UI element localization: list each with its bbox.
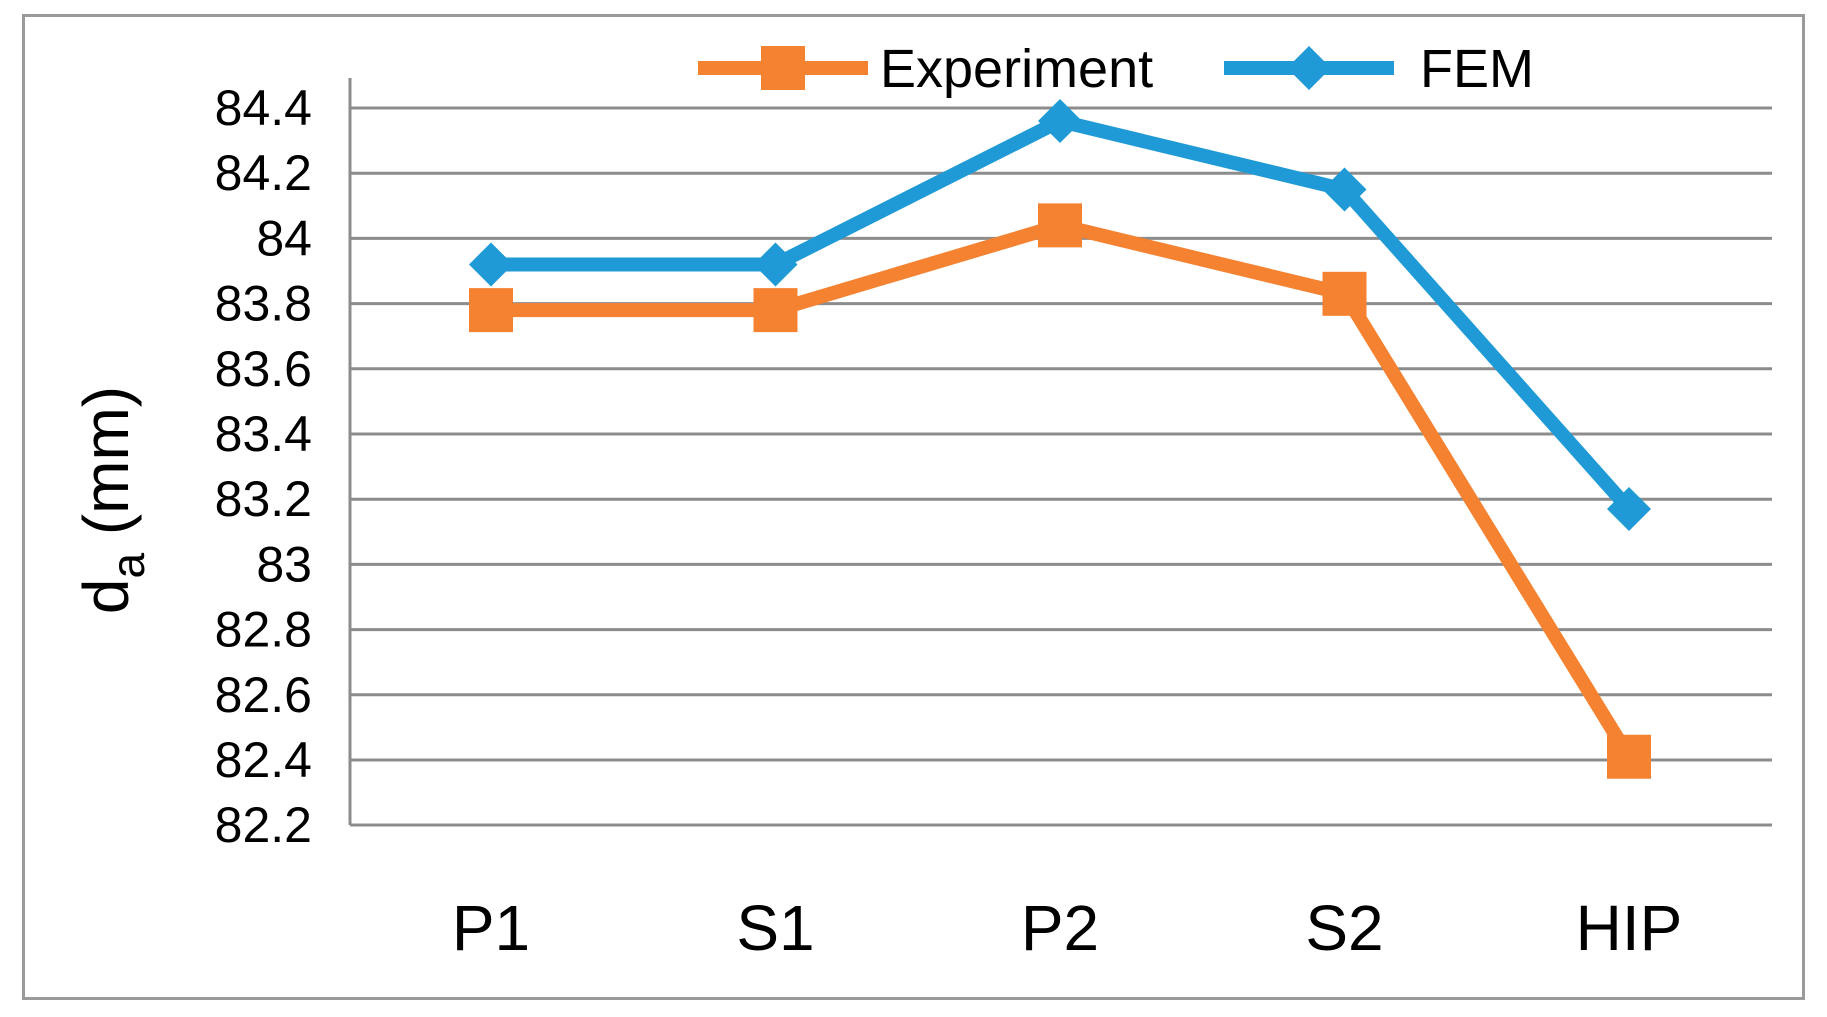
y-axis-label-main: d [70, 579, 142, 615]
legend-item-fem: FEM [1224, 39, 1534, 99]
data-point-diamond [469, 242, 513, 287]
series-fem [469, 99, 1651, 531]
legend-item-experiment: Experiment [698, 39, 1153, 99]
y-axis-label-subscript: a [102, 553, 154, 579]
data-point-diamond [1607, 486, 1651, 531]
y-tick-label: 83.8 [215, 276, 312, 332]
y-tick-label: 84 [256, 210, 312, 266]
data-point-square [469, 288, 513, 333]
series-experiment [469, 203, 1651, 779]
chart-frame [22, 14, 1805, 1000]
data-point-diamond [1038, 99, 1082, 144]
y-tick-label: 82.6 [215, 667, 312, 723]
y-axis-label-unit: (mm) [70, 386, 142, 553]
y-tick-label: 83.4 [215, 406, 312, 462]
data-point-square [1322, 271, 1367, 316]
legend-label: FEM [1420, 39, 1534, 99]
legend-marker-diamond [1287, 46, 1331, 90]
legend: Experiment FEM [698, 39, 1534, 99]
data-point-square [1607, 734, 1651, 779]
x-tick-label: HIP [1576, 892, 1683, 964]
legend-label: Experiment [880, 39, 1153, 99]
series-layer [469, 99, 1651, 779]
x-tick-label: P2 [1021, 892, 1099, 964]
legend-marker-square [761, 46, 805, 90]
y-tick-label: 82.8 [215, 602, 312, 658]
y-tick-label: 83.6 [215, 341, 312, 397]
y-tick-labels: 84.4 84.2 84 83.8 83.6 83.4 83.2 83 82.8 82.6 82.4… [215, 80, 312, 853]
data-point-square [1038, 203, 1082, 248]
y-axis-label: da (mm) [70, 386, 154, 614]
y-tick-label: 84.4 [215, 80, 312, 136]
y-tick-label: 83 [256, 536, 312, 592]
x-tick-label: S1 [736, 892, 814, 964]
x-tick-label: P1 [452, 892, 530, 964]
data-point-square [753, 288, 798, 333]
axes [348, 78, 1772, 827]
x-tick-labels: P1 S1 P2 S2 HIP [452, 892, 1682, 964]
x-tick-label: S2 [1305, 892, 1383, 964]
y-tick-label: 82.2 [215, 797, 312, 853]
data-point-diamond [753, 242, 798, 287]
y-tick-label: 82.4 [215, 732, 312, 788]
data-point-diamond [1322, 167, 1367, 212]
y-tick-label: 83.2 [215, 471, 312, 527]
gridlines [350, 106, 1772, 762]
y-tick-label: 84.2 [215, 145, 312, 201]
